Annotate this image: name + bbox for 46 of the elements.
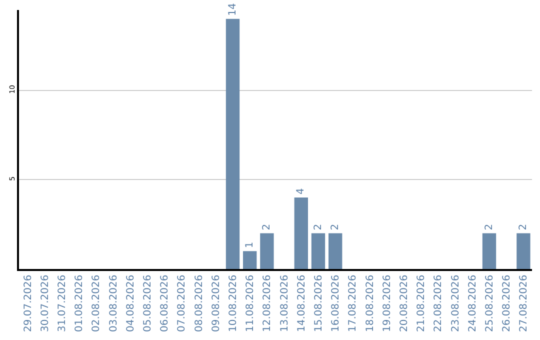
x-tick-label: 22.08.2026 [433, 274, 444, 332]
data-label: 2 [330, 224, 341, 230]
x-tick-label: 11.08.2026 [245, 274, 256, 332]
x-tick-label: 06.08.2026 [160, 274, 171, 332]
data-label: 2 [261, 224, 272, 230]
x-tick-label: 09.08.2026 [210, 274, 222, 332]
x-tick-label: 12.08.2026 [262, 274, 274, 332]
x-tick-label: 03.08.2026 [108, 274, 120, 332]
x-tick-label: 23.08.2026 [450, 274, 462, 332]
data-label: 2 [518, 224, 529, 230]
x-tick-label: 29.07.2026 [22, 274, 34, 332]
data-label: 2 [312, 224, 324, 230]
bar [328, 233, 342, 269]
x-tick-label: 18.08.2026 [364, 274, 376, 332]
bar [482, 233, 496, 269]
x-tick-label: 26.08.2026 [502, 274, 513, 332]
x-tick-label: 19.08.2026 [382, 274, 393, 332]
data-label: 14 [227, 3, 238, 16]
bar [294, 198, 308, 269]
data-label: 2 [484, 224, 495, 230]
bar [311, 233, 326, 269]
x-tick-label: 15.08.2026 [314, 274, 324, 332]
data-label: 4 [296, 188, 307, 195]
x-tick-label: 16.08.2026 [330, 274, 342, 332]
bar [226, 18, 240, 269]
x-tick-label: 01.08.2026 [74, 274, 86, 332]
x-tick-label: 21.08.2026 [416, 274, 428, 332]
x-tick-label: 10.08.2026 [228, 274, 239, 332]
x-tick-label: 14.08.2026 [296, 274, 308, 332]
x-tick-label: 07.08.2026 [176, 274, 188, 332]
bar [260, 233, 274, 269]
x-tick-label: 17.08.2026 [348, 274, 359, 332]
x-tick-label: 02.08.2026 [91, 274, 102, 332]
x-tick-label: 27.08.2026 [518, 274, 530, 332]
x-tick-label: 31.07.2026 [57, 274, 68, 332]
x-tick-label: 25.08.2026 [484, 274, 496, 332]
x-tick-label: 20.08.2026 [399, 274, 410, 332]
x-tick-label: 24.08.2026 [467, 274, 478, 332]
data-label: 1 [244, 242, 256, 248]
x-tick-label: 13.08.2026 [279, 274, 290, 332]
x-tick-label: 08.08.2026 [194, 274, 205, 332]
bar [516, 233, 530, 269]
x-tick-label: 04.08.2026 [125, 274, 136, 332]
x-tick-label: 30.07.2026 [40, 274, 51, 332]
x-tick-label: 05.08.2026 [142, 274, 154, 332]
bar [243, 251, 257, 269]
